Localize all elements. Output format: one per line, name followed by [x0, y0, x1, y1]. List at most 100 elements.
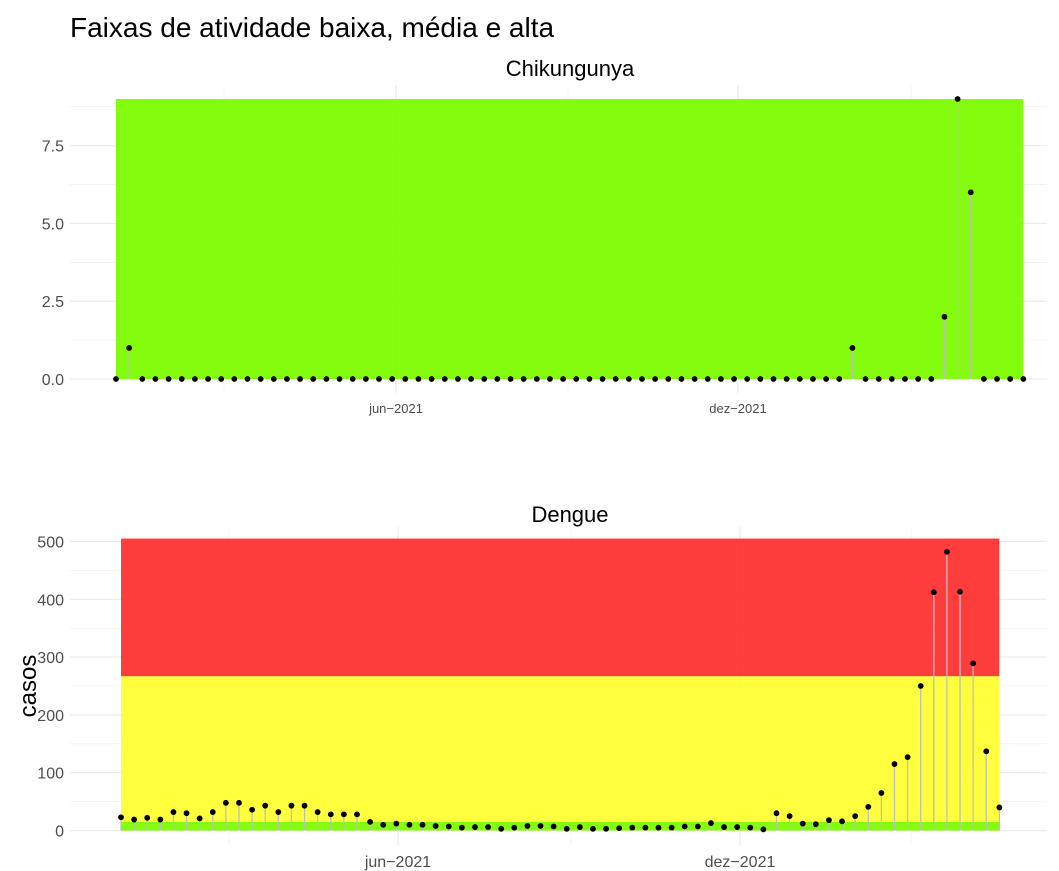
data-point: [904, 754, 911, 761]
x-tick-label: dez−2021: [705, 854, 776, 871]
data-point: [852, 813, 859, 819]
data-point: [178, 376, 185, 382]
data-point: [547, 376, 553, 382]
data-point: [192, 376, 198, 382]
data-point: [455, 376, 461, 382]
data-point: [639, 376, 645, 382]
data-point: [507, 376, 514, 382]
panel-dengue: Dengue 0 100 200 300 400 500 jun−2021 dez−2021 ca…: [15, 502, 1047, 871]
data-point: [731, 376, 737, 382]
data-point: [599, 376, 606, 382]
data-point: [603, 825, 609, 832]
data-point: [915, 376, 922, 382]
data-point: [498, 825, 505, 832]
data-point: [406, 821, 413, 828]
data-point: [944, 548, 950, 555]
data-point: [718, 376, 724, 382]
data-point: [823, 376, 829, 382]
data-point: [625, 376, 632, 382]
data-point: [270, 376, 277, 382]
data-point: [288, 802, 295, 809]
data-point: [678, 376, 685, 382]
data-point: [336, 376, 343, 382]
data-point: [928, 376, 935, 382]
y-tick-label: 200: [37, 708, 64, 725]
data-point: [262, 802, 269, 809]
x-tick-label: dez−2021: [709, 401, 766, 416]
data-point: [301, 802, 308, 809]
data-point: [983, 748, 990, 755]
data-point: [747, 824, 754, 831]
data-point: [376, 376, 382, 382]
data-point: [576, 824, 583, 830]
data-point: [327, 811, 334, 818]
data-point: [231, 376, 238, 382]
data-point: [691, 376, 698, 382]
data-point: [537, 823, 544, 829]
data-point: [888, 376, 895, 382]
data-point: [131, 816, 138, 823]
data-point: [612, 376, 619, 382]
data-point: [323, 376, 330, 382]
data-point: [891, 761, 898, 767]
data-point: [340, 811, 347, 818]
data-point: [799, 820, 806, 827]
band-alta: [121, 538, 1000, 677]
data-point: [139, 376, 146, 382]
data-point: [481, 376, 488, 382]
x-tick-label: jun−2021: [364, 854, 431, 871]
page-title: Faixas de atividade baixa, média e alta: [70, 12, 555, 43]
data-point: [511, 824, 518, 831]
y-tick-label: 300: [37, 650, 64, 667]
data-point: [954, 96, 961, 102]
data-point: [734, 824, 741, 830]
data-point: [839, 818, 845, 825]
data-point: [629, 824, 636, 831]
y-tick-label: 500: [37, 534, 64, 551]
data-point: [494, 376, 501, 382]
data-point: [681, 823, 688, 830]
data-point: [970, 660, 977, 667]
y-tick-label: 400: [37, 592, 64, 609]
panel-chikungunya: Chikungunya 0.0 2.5 5.0 7.5 jun−2021 dez−2021: [42, 56, 1047, 416]
band-media: [121, 676, 1000, 822]
data-point: [878, 790, 885, 796]
data-point: [165, 376, 172, 382]
data-point: [118, 814, 124, 821]
data-point: [393, 820, 400, 827]
data-point: [1020, 376, 1027, 382]
data-point: [428, 376, 435, 382]
data-point: [652, 376, 659, 382]
data-point: [668, 824, 675, 831]
data-point: [590, 825, 596, 832]
data-point: [586, 376, 593, 382]
data-point: [812, 821, 819, 828]
data-point: [209, 809, 216, 815]
data-point: [917, 683, 924, 689]
data-point: [218, 376, 225, 382]
y-tick-label: 0: [55, 824, 64, 841]
data-point: [760, 826, 767, 833]
data-point: [694, 823, 701, 830]
data-point: [810, 376, 816, 382]
data-point: [849, 344, 856, 351]
data-point: [144, 814, 151, 821]
data-point: [616, 825, 623, 832]
data-point: [865, 803, 872, 810]
data-point: [573, 376, 580, 382]
data-point: [773, 810, 780, 817]
data-point: [432, 823, 439, 829]
data-point: [310, 376, 317, 382]
data-point: [297, 376, 303, 382]
data-point: [222, 799, 229, 806]
data-point: [249, 806, 256, 813]
data-point: [981, 376, 987, 382]
y-tick-label: 0.0: [42, 372, 64, 389]
data-point: [875, 376, 882, 382]
data-point: [642, 824, 649, 831]
data-point: [415, 376, 422, 382]
data-point: [113, 376, 119, 382]
data-point: [152, 376, 159, 382]
